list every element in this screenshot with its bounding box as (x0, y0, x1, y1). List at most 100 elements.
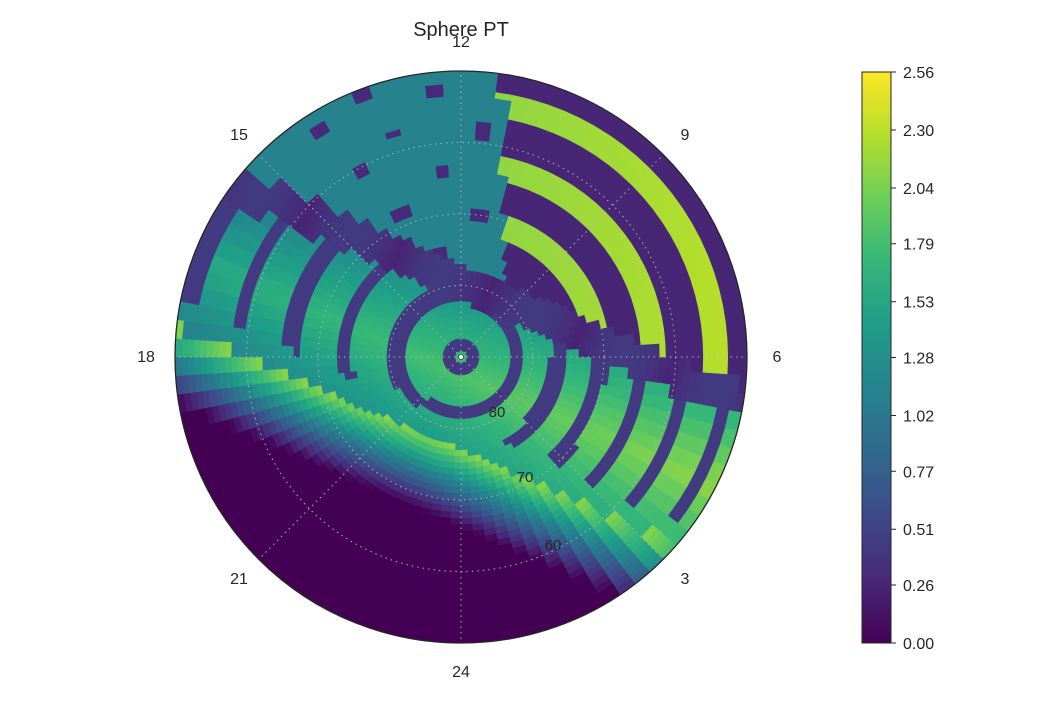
heatmap-cell (330, 348, 336, 357)
heatmap-cell (468, 456, 475, 463)
heatmap-cell (262, 344, 269, 357)
heatmap-cell (660, 357, 667, 370)
heatmap-cell (374, 351, 380, 357)
heatmap-cell (461, 500, 471, 507)
heatmap-cell (312, 357, 319, 367)
heatmap-cell (461, 394, 464, 400)
heatmap-cell (399, 357, 405, 361)
heatmap-cell (349, 357, 355, 364)
heatmap-cell (461, 258, 468, 264)
heatmap-cell (450, 512, 461, 519)
heatmap-cell (461, 208, 471, 215)
heatmap-cell (457, 289, 461, 295)
heatmap-cell (647, 357, 654, 370)
heatmap-cell (461, 506, 471, 513)
heatmap-cell (461, 170, 473, 177)
heatmap-cell (535, 346, 542, 352)
heatmap-cell (374, 357, 380, 363)
heatmap-cell (461, 407, 465, 413)
heatmap-cell (455, 444, 461, 450)
colorbar-tick-label: 1.02 (903, 408, 934, 425)
heatmap-cell (206, 340, 213, 357)
heatmap-cell (399, 361, 406, 365)
heatmap-cell (449, 531, 461, 538)
heatmap-cell (355, 350, 361, 357)
heatmap-cell (461, 152, 474, 159)
heatmap-cell (250, 357, 257, 371)
heatmap-cell (181, 357, 188, 375)
heatmap-cell (584, 340, 591, 349)
heatmap-cell (443, 624, 461, 631)
colorbar-tick-label: 0.51 (903, 522, 934, 539)
colorbar-tick-label: 0.00 (903, 636, 934, 653)
heatmap-cell (461, 226, 470, 232)
heatmap-cell (330, 357, 336, 366)
heatmap-cell (452, 220, 461, 226)
heatmap-cell (684, 342, 691, 357)
heatmap-cell (337, 365, 344, 374)
heatmap-cell (449, 177, 461, 184)
heatmap-cell (461, 276, 466, 282)
theta-tick-label: 6 (773, 349, 782, 366)
heatmap-cell (299, 357, 306, 368)
heatmap-cell (461, 96, 478, 103)
heatmap-cell (461, 605, 478, 612)
heatmap-cell (722, 357, 729, 374)
heatmap-cell (461, 245, 468, 251)
heatmap-cell (535, 352, 541, 357)
heatmap-cell (331, 340, 338, 349)
heatmap-cell (678, 342, 685, 357)
heatmap-cell (467, 449, 474, 456)
heatmap-cell (635, 357, 642, 369)
heatmap-cell (691, 342, 698, 357)
theta-tick-label: 24 (452, 664, 470, 681)
heatmap-cell (362, 363, 369, 370)
heatmap-cell (461, 462, 468, 468)
heatmap-cell (393, 353, 399, 357)
heatmap-cell (585, 348, 591, 357)
heatmap-cell (355, 357, 361, 364)
heatmap-cell (451, 208, 461, 215)
heatmap-cell (641, 357, 648, 369)
heatmap-cell (666, 357, 673, 371)
heatmap-cell (454, 462, 461, 468)
heatmap-cell (447, 562, 461, 569)
heatmap-cell (443, 486, 452, 493)
heatmap-cell (448, 258, 455, 265)
heatmap-cell (444, 102, 461, 109)
heatmap-cell (448, 152, 461, 159)
heatmap-cell (452, 289, 457, 296)
heatmap-cell (446, 462, 454, 469)
colorbar-tick-label: 0.26 (903, 578, 934, 595)
heatmap-cell (566, 357, 572, 364)
heatmap-cell (554, 350, 560, 357)
heatmap-cell (468, 462, 476, 469)
heatmap-cell (653, 357, 660, 370)
heatmap-cell (461, 574, 476, 581)
heatmap-cell (461, 444, 467, 450)
heatmap-cell (548, 357, 554, 363)
heatmap-cell (446, 587, 461, 594)
radial-tick-label: 80 (489, 404, 506, 421)
heatmap-cell (262, 357, 269, 370)
heatmap-cell (535, 357, 541, 362)
heatmap-cell (450, 183, 461, 190)
heatmap-cell (461, 115, 477, 122)
heatmap-cell (444, 90, 461, 97)
heatmap-cell (566, 350, 572, 357)
heatmap-cell (187, 339, 194, 357)
heatmap-cell (469, 474, 478, 481)
heatmap-cell (591, 357, 597, 366)
heatmap-cell (461, 587, 476, 594)
heatmap-cell (461, 413, 465, 419)
theta-tick-label: 12 (452, 34, 470, 51)
heatmap-cell (380, 357, 386, 362)
heatmap-cell (560, 364, 567, 371)
heatmap-cell (362, 344, 369, 351)
heatmap-cell (461, 183, 472, 190)
heatmap-cell (325, 339, 332, 348)
heatmap-cell (447, 456, 454, 463)
heatmap-cell (452, 493, 461, 500)
heatmap-cell (465, 419, 470, 426)
heatmap-cell (467, 258, 474, 265)
